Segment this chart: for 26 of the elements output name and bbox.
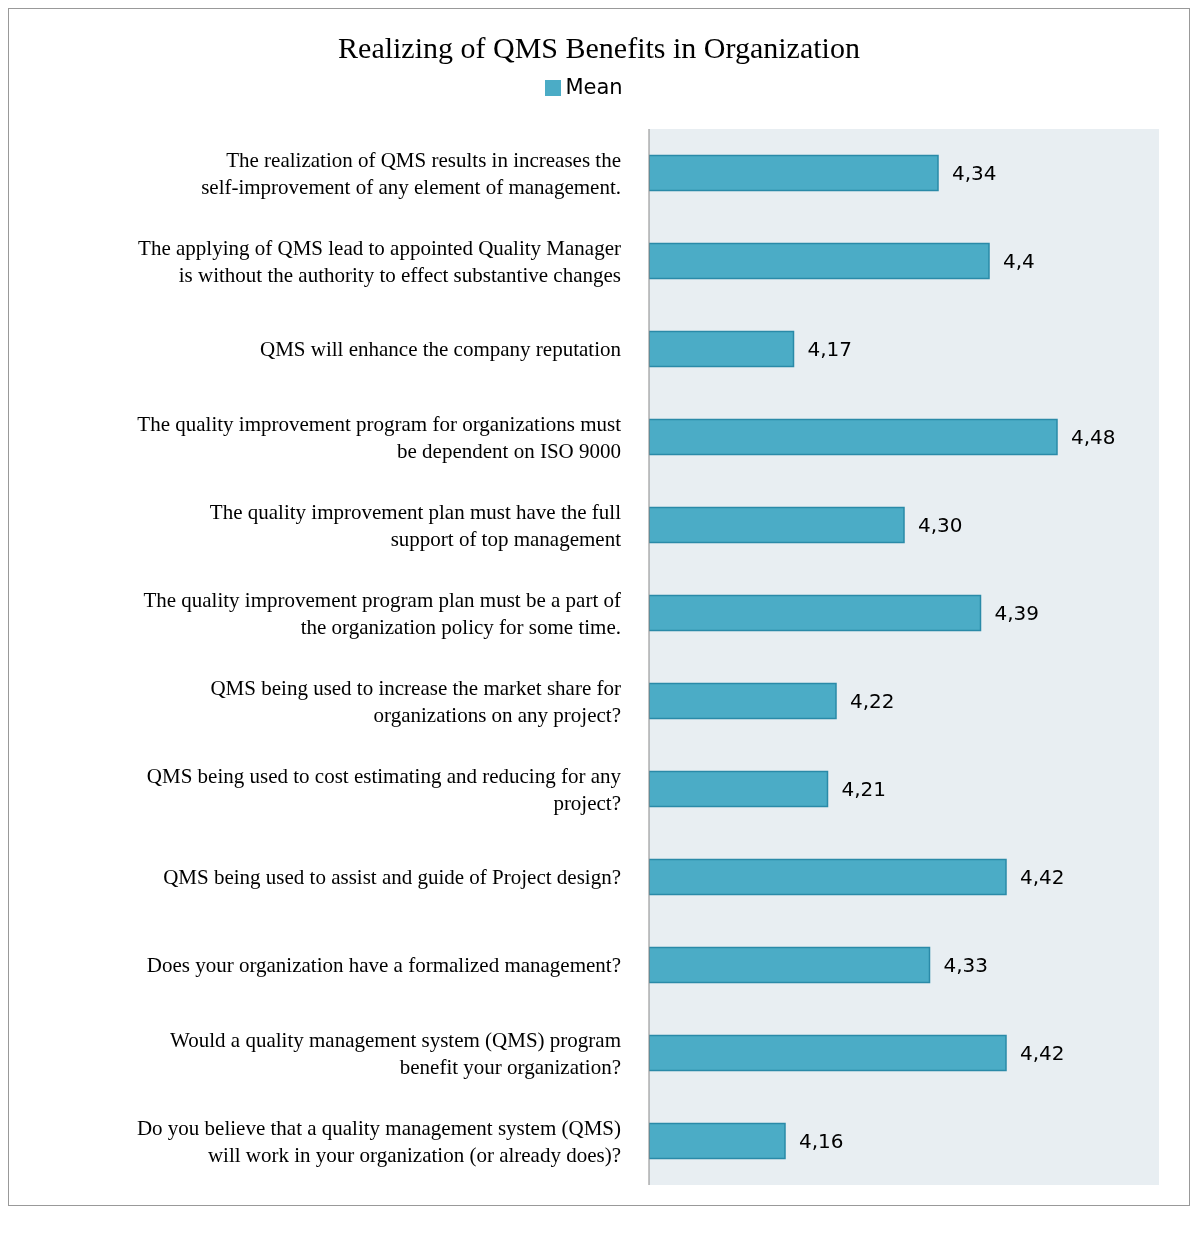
data-label: 4,34 — [952, 160, 997, 185]
data-label: 4,48 — [1071, 424, 1116, 449]
y-tick-label: The applying of QMS lead to appointed Quality Manager is without the authority to effect substantive changes — [138, 235, 621, 287]
y-tick-label: QMS being used to assist and guide of Project design? — [163, 865, 621, 889]
data-label: 4,33 — [943, 952, 989, 977]
data-label: 4,4 — [1003, 248, 1035, 273]
y-tick-label: QMS being used to increase the market share for organizations on any project? — [210, 675, 621, 727]
data-label: 4,17 — [807, 336, 853, 361]
data-label: 4,42 — [1020, 864, 1065, 889]
y-tick-label: Do you believe that a quality management system (QMS) will work in your organization (or already does)? — [136, 1115, 621, 1167]
y-tick-label: The quality improvement program for organizations must be dependent on ISO 9000 — [137, 411, 622, 463]
y-tick-label: QMS will enhance the company reputation — [260, 337, 622, 361]
data-label: 4,39 — [994, 600, 1040, 625]
data-label: 4,30 — [918, 512, 963, 537]
data-label: 4,22 — [850, 688, 895, 713]
y-tick-label: Does your organization have a formalized management? — [146, 953, 621, 977]
y-tick-label: The realization of QMS results in increases the self-improvement of any element of management. — [201, 147, 621, 199]
chart-title: Realizing of QMS Benefits in Organization — [337, 30, 861, 65]
legend-label: Mean — [565, 75, 623, 99]
y-tick-label: The quality improvement program plan must be a part of the organization policy for some time. — [143, 587, 621, 639]
data-label: 4,21 — [841, 776, 887, 801]
y-tick-label: The quality improvement plan must have the full support of top management — [209, 499, 622, 551]
data-label: 4,42 — [1020, 1040, 1065, 1065]
data-label: 4,16 — [799, 1128, 844, 1153]
y-tick-label: QMS being used to cost estimating and reducing for any project? — [146, 763, 622, 815]
y-tick-label: Would a quality management system (QMS) program benefit your organization? — [170, 1027, 621, 1079]
